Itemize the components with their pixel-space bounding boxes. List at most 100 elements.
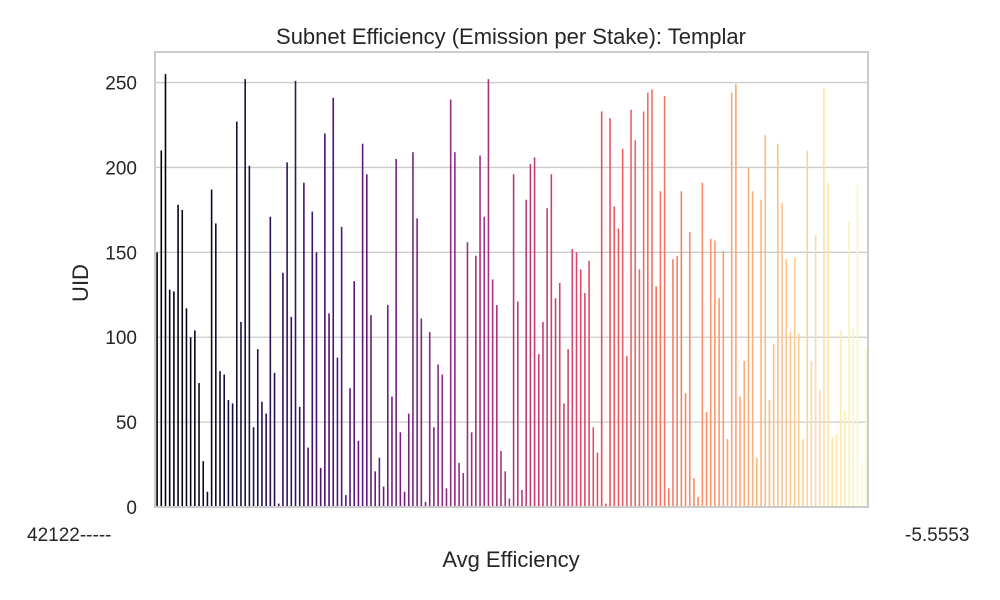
bar <box>424 501 427 507</box>
bar <box>265 413 267 507</box>
bar <box>659 191 662 507</box>
bar <box>277 503 280 507</box>
bar <box>810 360 813 507</box>
bar <box>437 364 439 507</box>
bar <box>466 242 469 507</box>
bar <box>303 182 305 508</box>
bar <box>676 255 678 507</box>
bar <box>252 427 255 507</box>
bar <box>823 87 825 508</box>
y-ticks: 0 50 100 150 200 250 <box>105 74 137 519</box>
bar <box>269 216 272 507</box>
y-tick-label: 250 <box>105 74 137 95</box>
bar <box>496 304 498 507</box>
bar <box>567 349 569 507</box>
bar <box>273 372 276 507</box>
bar <box>248 165 251 507</box>
bar <box>542 321 544 507</box>
bar <box>609 118 611 508</box>
bar <box>592 427 595 507</box>
bar <box>860 462 863 507</box>
bar <box>768 400 771 507</box>
bar <box>164 74 167 507</box>
bar <box>785 259 788 507</box>
bar <box>818 389 821 507</box>
chart-title: Subnet Efficiency (Emission per Stake): … <box>276 24 746 49</box>
bar <box>491 279 494 507</box>
x-axis-label: Avg Efficiency <box>442 547 579 572</box>
bar <box>324 133 326 508</box>
bar <box>718 298 720 507</box>
bar <box>516 301 519 507</box>
bar <box>433 427 435 507</box>
bar <box>680 191 683 507</box>
bar <box>735 84 737 507</box>
bar <box>709 238 712 507</box>
bar <box>772 344 775 507</box>
bar <box>529 164 532 508</box>
bar <box>521 490 523 507</box>
bar <box>156 252 158 507</box>
bar <box>806 150 808 507</box>
bar <box>655 286 657 507</box>
bar <box>575 252 578 507</box>
bar <box>651 89 653 507</box>
bar <box>378 457 381 507</box>
bar <box>311 211 314 507</box>
bar <box>827 182 829 508</box>
bar <box>298 406 301 507</box>
bar <box>345 495 347 507</box>
bar <box>487 79 490 507</box>
bar <box>449 99 452 507</box>
bar <box>546 208 548 507</box>
bar <box>584 293 586 507</box>
bar <box>403 491 406 507</box>
bar <box>638 269 641 507</box>
bar <box>756 457 758 507</box>
bar <box>751 191 754 507</box>
plot-frame <box>154 51 869 508</box>
y-tick-label: 50 <box>116 413 137 434</box>
bar <box>667 488 670 507</box>
bar <box>512 174 515 508</box>
bar <box>382 486 385 507</box>
bar <box>462 473 465 507</box>
bar <box>563 403 565 507</box>
bar <box>227 400 230 507</box>
bar <box>693 478 695 507</box>
bar <box>789 332 792 507</box>
bar <box>550 174 553 508</box>
bar <box>475 255 477 507</box>
bar <box>533 157 536 507</box>
bar <box>479 155 481 507</box>
bar <box>210 189 213 507</box>
bar <box>634 140 637 507</box>
bar <box>848 221 850 507</box>
bar <box>240 321 242 507</box>
bar <box>483 216 486 507</box>
bar <box>407 413 410 507</box>
bar <box>764 135 767 507</box>
bar <box>231 403 234 507</box>
bar <box>244 79 246 507</box>
bar <box>831 437 834 507</box>
bar <box>319 467 322 507</box>
bar <box>722 250 725 507</box>
bar <box>445 488 448 507</box>
bar <box>835 434 838 507</box>
y-tick-label: 100 <box>105 328 137 349</box>
bar <box>386 304 389 507</box>
bar <box>458 462 460 507</box>
bar <box>802 439 804 507</box>
bar <box>282 272 284 507</box>
bar <box>596 452 599 507</box>
bar <box>743 360 746 507</box>
bar <box>856 184 859 507</box>
bar <box>202 461 205 507</box>
bar <box>508 498 511 507</box>
bar <box>714 240 716 507</box>
bar <box>189 337 192 507</box>
bar <box>412 152 414 508</box>
bar <box>366 174 368 508</box>
